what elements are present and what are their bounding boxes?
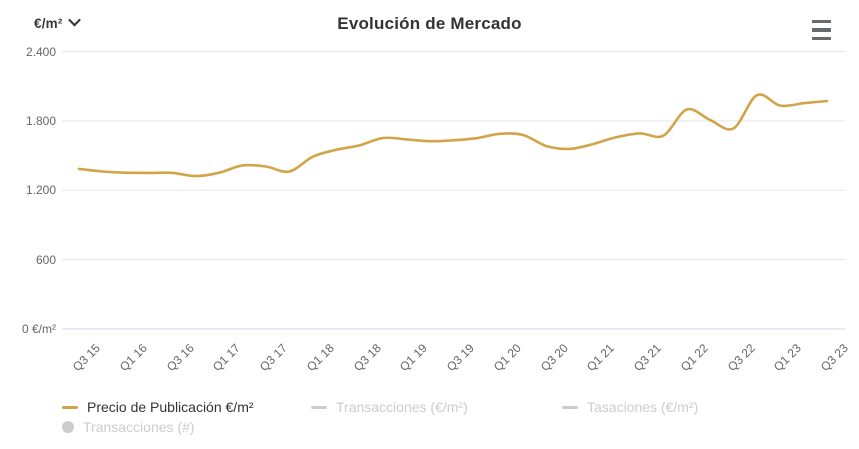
legend-line-marker	[311, 405, 327, 409]
legend-item-4[interactable]: Transacciones (#)	[62, 418, 195, 436]
legend-item-label: Transacciones (€/m²)	[336, 399, 468, 415]
legend-item-label: Tasaciones (€/m²)	[587, 399, 699, 415]
y-axis-label: 1.800	[25, 114, 56, 128]
y-axis-label: 0 €/m²	[21, 322, 56, 336]
legend-line-marker	[62, 405, 78, 409]
unit-selector-label: €/m²	[34, 15, 63, 31]
y-axis-label: 1.200	[25, 183, 56, 197]
legend-circle-marker	[62, 421, 74, 433]
legend-item-1[interactable]: Precio de Publicación €/m²	[62, 398, 254, 416]
legend-item-label: Transacciones (#)	[83, 419, 195, 435]
chart-title: Evolución de Mercado	[337, 14, 522, 33]
series-line-precio-publicacion	[77, 93, 829, 178]
chart-context-menu-button[interactable]	[809, 18, 835, 42]
hamburger-menu-icon	[812, 20, 831, 24]
legend-item-2[interactable]: Transacciones (€/m²)	[311, 398, 468, 416]
y-axis-label: 2.400	[25, 45, 56, 59]
legend-item-label: Precio de Publicación €/m²	[87, 399, 254, 415]
unit-selector[interactable]: €/m²	[34, 13, 81, 33]
legend-line-marker	[562, 405, 578, 409]
legend-item-3[interactable]: Tasaciones (€/m²)	[562, 398, 698, 416]
y-axis-label: 600	[35, 253, 56, 267]
